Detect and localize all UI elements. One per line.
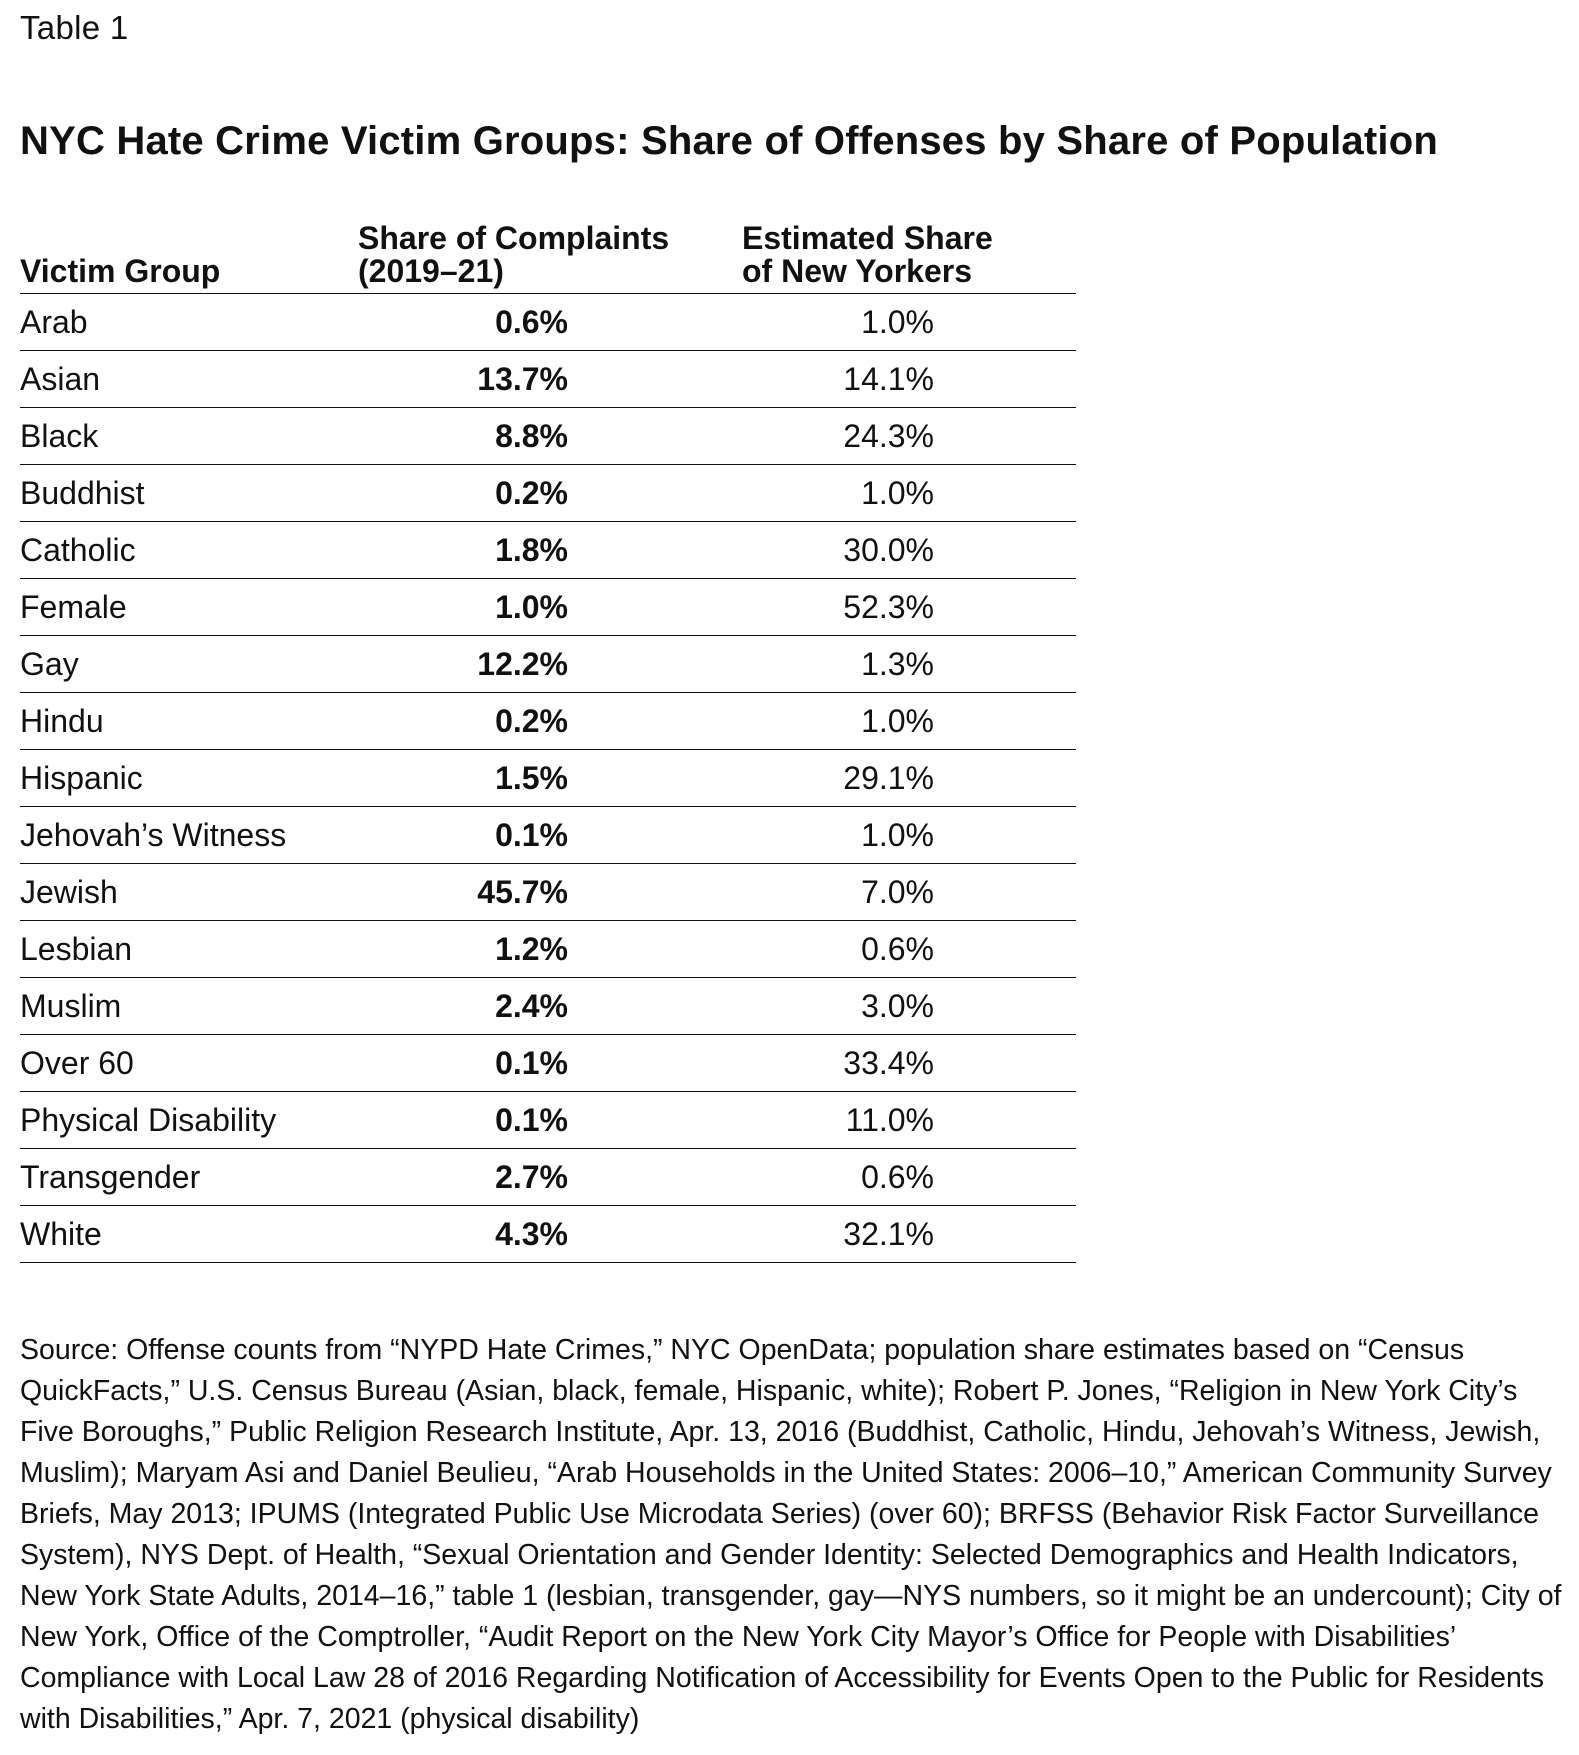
table-row: Buddhist 0.2% 1.0% xyxy=(20,465,1076,522)
share-of-complaints-cell: 13.7% xyxy=(477,361,568,397)
table-row: Female 1.0% 52.3% xyxy=(20,579,1076,636)
victim-group-cell: Female xyxy=(20,589,127,625)
estimated-share-cell: 1.0% xyxy=(861,475,934,511)
table-row: Transgender 2.7% 0.6% xyxy=(20,1149,1076,1206)
share-of-complaints-cell: 2.4% xyxy=(495,988,568,1024)
table-row: Arab 0.6% 1.0% xyxy=(20,294,1076,351)
share-of-complaints-cell: 45.7% xyxy=(477,874,568,910)
share-of-complaints-cell: 1.0% xyxy=(495,589,568,625)
estimated-share-cell: 1.0% xyxy=(861,304,934,340)
table-row: Jewish 45.7% 7.0% xyxy=(20,864,1076,921)
share-of-complaints-cell: 4.3% xyxy=(495,1216,568,1252)
victim-group-cell: Over 60 xyxy=(20,1045,134,1081)
victim-group-cell: Transgender xyxy=(20,1159,201,1195)
column-header-share-of-complaints: Share of Complaints (2019–21) xyxy=(358,222,669,288)
table-label: Table 1 xyxy=(20,9,129,46)
share-of-complaints-cell: 0.2% xyxy=(495,703,568,739)
share-of-complaints-cell: 0.1% xyxy=(495,1102,568,1138)
estimated-share-cell: 14.1% xyxy=(843,361,934,397)
share-of-complaints-cell: 0.2% xyxy=(495,475,568,511)
victim-group-cell: Buddhist xyxy=(20,475,145,511)
victim-group-cell: Lesbian xyxy=(20,931,133,967)
victim-group-cell: Asian xyxy=(20,361,101,397)
table-row: Lesbian 1.2% 0.6% xyxy=(20,921,1076,978)
victim-group-cell: Hindu xyxy=(20,703,104,739)
column-header-share-line1: Estimated Share xyxy=(742,220,993,256)
table-header-row: Victim Group Share of Complaints (2019–2… xyxy=(20,218,1076,294)
estimated-share-cell: 1.0% xyxy=(861,703,934,739)
estimated-share-cell: 3.0% xyxy=(861,988,934,1024)
column-header-complaints-line1: Share of Complaints xyxy=(358,220,670,256)
share-of-complaints-cell: 0.1% xyxy=(495,1045,568,1081)
table-row: Catholic 1.8% 30.0% xyxy=(20,522,1076,579)
victim-group-cell: Jewish xyxy=(20,874,118,910)
estimated-share-cell: 52.3% xyxy=(843,589,934,625)
estimated-share-cell: 30.0% xyxy=(843,532,934,568)
share-of-complaints-cell: 1.8% xyxy=(495,532,568,568)
share-of-complaints-cell: 0.6% xyxy=(495,304,568,340)
victim-group-cell: Catholic xyxy=(20,532,136,568)
table-row: Over 60 0.1% 33.4% xyxy=(20,1035,1076,1092)
estimated-share-cell: 1.0% xyxy=(861,817,934,853)
table-row: Asian 13.7% 14.1% xyxy=(20,351,1076,408)
estimated-share-cell: 33.4% xyxy=(843,1045,934,1081)
share-of-complaints-cell: 0.1% xyxy=(495,817,568,853)
victim-group-cell: Physical Disability xyxy=(20,1102,277,1138)
share-of-complaints-cell: 12.2% xyxy=(477,646,568,682)
estimated-share-cell: 29.1% xyxy=(843,760,934,796)
table-title: NYC Hate Crime Victim Groups: Share of O… xyxy=(20,119,1438,163)
table-row: Black 8.8% 24.3% xyxy=(20,408,1076,465)
victim-group-cell: Arab xyxy=(20,304,88,340)
table-row: Gay 12.2% 1.3% xyxy=(20,636,1076,693)
estimated-share-cell: 1.3% xyxy=(861,646,934,682)
estimated-share-cell: 0.6% xyxy=(861,1159,934,1195)
column-header-share-line2: of New Yorkers xyxy=(742,253,973,289)
victim-group-cell: Gay xyxy=(20,646,79,682)
column-header-estimated-share: Estimated Share of New Yorkers xyxy=(742,222,993,288)
table-row: Hispanic 1.5% 29.1% xyxy=(20,750,1076,807)
share-of-complaints-cell: 8.8% xyxy=(495,418,568,454)
column-header-victim-group: Victim Group xyxy=(20,253,221,289)
victim-group-cell: Black xyxy=(20,418,99,454)
victim-group-cell: White xyxy=(20,1216,102,1252)
estimated-share-cell: 24.3% xyxy=(843,418,934,454)
estimated-share-cell: 11.0% xyxy=(845,1102,934,1138)
victim-group-cell: Hispanic xyxy=(20,760,143,796)
share-of-complaints-cell: 1.2% xyxy=(495,931,568,967)
source-note: Source: Offense counts from “NYPD Hate C… xyxy=(20,1334,1562,1735)
share-of-complaints-cell: 1.5% xyxy=(495,760,568,796)
column-header-complaints-line2: (2019–21) xyxy=(358,253,504,289)
estimated-share-cell: 7.0% xyxy=(861,874,934,910)
table-row: Physical Disability 0.1% 11.0% xyxy=(20,1092,1076,1149)
table-row: Jehovah’s Witness 0.1% 1.0% xyxy=(20,807,1076,864)
victim-group-cell: Jehovah’s Witness xyxy=(20,817,287,853)
table-row: Muslim 2.4% 3.0% xyxy=(20,978,1076,1035)
victim-group-table: Victim Group Share of Complaints (2019–2… xyxy=(20,218,1076,1263)
estimated-share-cell: 32.1% xyxy=(843,1216,934,1252)
table-body: Arab 0.6% 1.0% Asian 13.7% 14.1% Black 8.8% 24.3… xyxy=(20,294,1076,1263)
table-row: White 4.3% 32.1% xyxy=(20,1206,1076,1263)
victim-group-cell: Muslim xyxy=(20,988,122,1024)
table-row: Hindu 0.2% 1.0% xyxy=(20,693,1076,750)
share-of-complaints-cell: 2.7% xyxy=(495,1159,568,1195)
estimated-share-cell: 0.6% xyxy=(861,931,934,967)
